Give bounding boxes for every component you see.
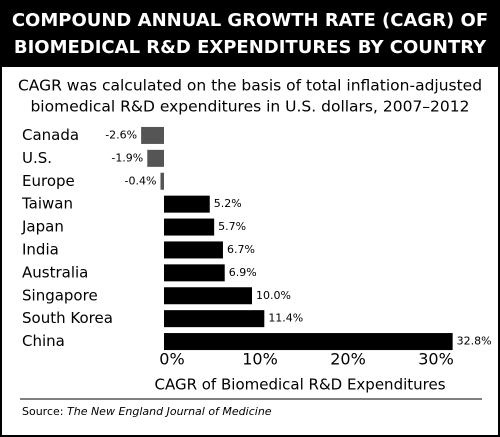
value-label: -0.4% bbox=[125, 174, 157, 187]
source-prefix: Source: bbox=[22, 405, 64, 418]
source: Source: The New England Journal of Medic… bbox=[22, 405, 272, 418]
value-label: -1.9% bbox=[111, 151, 143, 164]
category-label: Taiwan bbox=[21, 195, 73, 213]
category-label: Europe bbox=[22, 172, 75, 190]
value-label: 32.8% bbox=[457, 335, 492, 348]
category-label: U.S. bbox=[22, 149, 52, 167]
value-label: 5.7% bbox=[218, 220, 246, 233]
value-label: 10.0% bbox=[256, 289, 291, 302]
category-label: India bbox=[22, 240, 59, 258]
x-axis-label: CAGR of Biomedical R&D Expenditures bbox=[154, 376, 445, 394]
x-tick-label: 30% bbox=[418, 350, 454, 369]
bar bbox=[164, 195, 210, 213]
chart-title: BIOMEDICAL R&D EXPENDITURES BY COUNTRY bbox=[14, 37, 487, 58]
value-label: 6.9% bbox=[229, 266, 257, 279]
category-label: Japan bbox=[21, 218, 64, 236]
category-label: Australia bbox=[22, 263, 88, 281]
bar bbox=[164, 287, 252, 305]
chart-title: COMPOUND ANNUAL GROWTH RATE (CAGR) OF bbox=[12, 10, 488, 31]
category-label: Canada bbox=[22, 126, 79, 144]
bar bbox=[164, 241, 223, 259]
bar bbox=[141, 126, 164, 144]
bar bbox=[160, 172, 164, 190]
category-label: South Korea bbox=[22, 309, 113, 327]
category-label: China bbox=[22, 332, 65, 350]
category-label: Singapore bbox=[22, 286, 98, 304]
x-tick-label: 0% bbox=[159, 350, 184, 369]
title-band bbox=[1, 1, 499, 67]
x-tick-label: 10% bbox=[242, 350, 278, 369]
subtitle: CAGR was calculated on the basis of tota… bbox=[18, 77, 482, 95]
bar bbox=[147, 149, 164, 167]
bar bbox=[164, 218, 215, 236]
value-label: 11.4% bbox=[268, 312, 303, 325]
source-name: The New England Journal of Medicine bbox=[67, 405, 272, 418]
subtitle: biomedical R&D expenditures in U.S. doll… bbox=[30, 98, 469, 116]
value-label: 6.7% bbox=[227, 243, 255, 256]
bar bbox=[164, 264, 225, 282]
bar bbox=[164, 333, 453, 351]
value-label: 5.2% bbox=[214, 197, 242, 210]
value-label: -2.6% bbox=[105, 128, 137, 141]
bar bbox=[164, 310, 265, 328]
x-tick-label: 20% bbox=[330, 350, 366, 369]
